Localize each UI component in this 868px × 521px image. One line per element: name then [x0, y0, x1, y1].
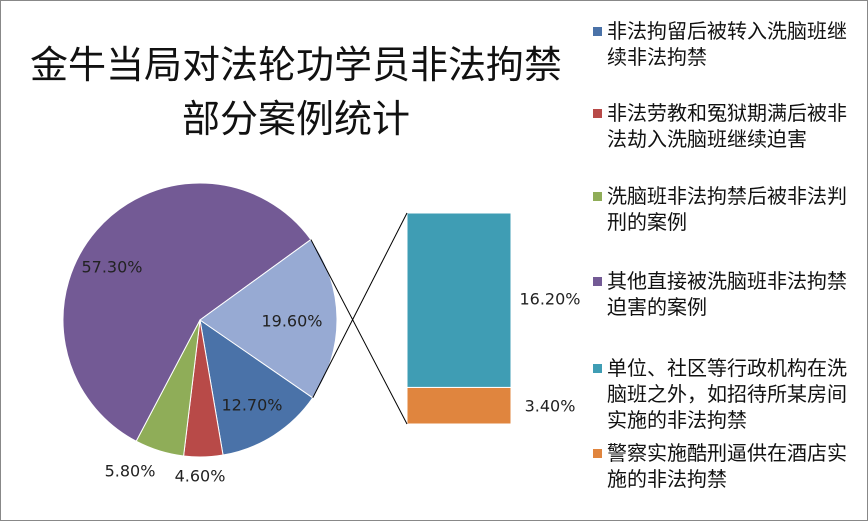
legend-swatch — [593, 27, 602, 36]
legend-entry: 警察实施酷刑逼供在酒店实施的非法拘禁 — [593, 440, 861, 492]
legend-entry: 其他直接被洗脑班非法拘禁迫害的案例 — [593, 268, 861, 320]
pie-slice — [62, 182, 312, 442]
bar-label: 3.40% — [525, 397, 576, 416]
legend-entry: 非法拘留后被转入洗脑班继续非法拘禁 — [593, 18, 861, 70]
legend-label: 警察实施酷刑逼供在酒店实施的非法拘禁 — [607, 441, 847, 491]
legend-swatch — [593, 449, 602, 458]
legend-swatch — [593, 192, 602, 201]
legend-swatch — [593, 109, 602, 118]
chart-title: 金牛当局对法轮功学员非法拘禁部分案例统计 — [29, 43, 562, 141]
pie-label: 57.30% — [81, 258, 142, 277]
legend-label: 单位、社区等行政机构在洗脑班之外，如招待所某房间实施的非法拘禁 — [607, 356, 847, 432]
pie-label: 12.70% — [221, 396, 282, 415]
legend-swatch — [593, 364, 602, 373]
connector-line — [310, 239, 408, 425]
pie-slice — [199, 238, 338, 399]
legend-entry: 单位、社区等行政机构在洗脑班之外，如招待所某房间实施的非法拘禁 — [593, 355, 861, 433]
legend-label: 非法劳教和冤狱期满后被非法劫入洗脑班继续迫害 — [607, 101, 847, 151]
legend-entry: 非法劳教和冤狱期满后被非法劫入洗脑班继续迫害 — [593, 100, 861, 152]
bar-segment — [406, 212, 512, 388]
pie-label: 5.80% — [105, 462, 156, 481]
legend-label: 洗脑班非法拘禁后被非法判刑的案例 — [607, 184, 847, 234]
legend-label: 其他直接被洗脑班非法拘禁迫害的案例 — [607, 269, 847, 319]
bar-segment — [406, 386, 512, 425]
pie-slice — [199, 318, 314, 456]
legend-entry: 洗脑班非法拘禁后被非法判刑的案例 — [593, 183, 861, 235]
bar-label: 16.20% — [519, 290, 580, 309]
legend-swatch — [593, 277, 602, 286]
legend-label: 非法拘留后被转入洗脑班继续非法拘禁 — [607, 19, 847, 69]
connector-line — [312, 212, 408, 399]
pie-label: 19.60% — [261, 312, 322, 331]
pie-label: 4.60% — [175, 467, 226, 486]
